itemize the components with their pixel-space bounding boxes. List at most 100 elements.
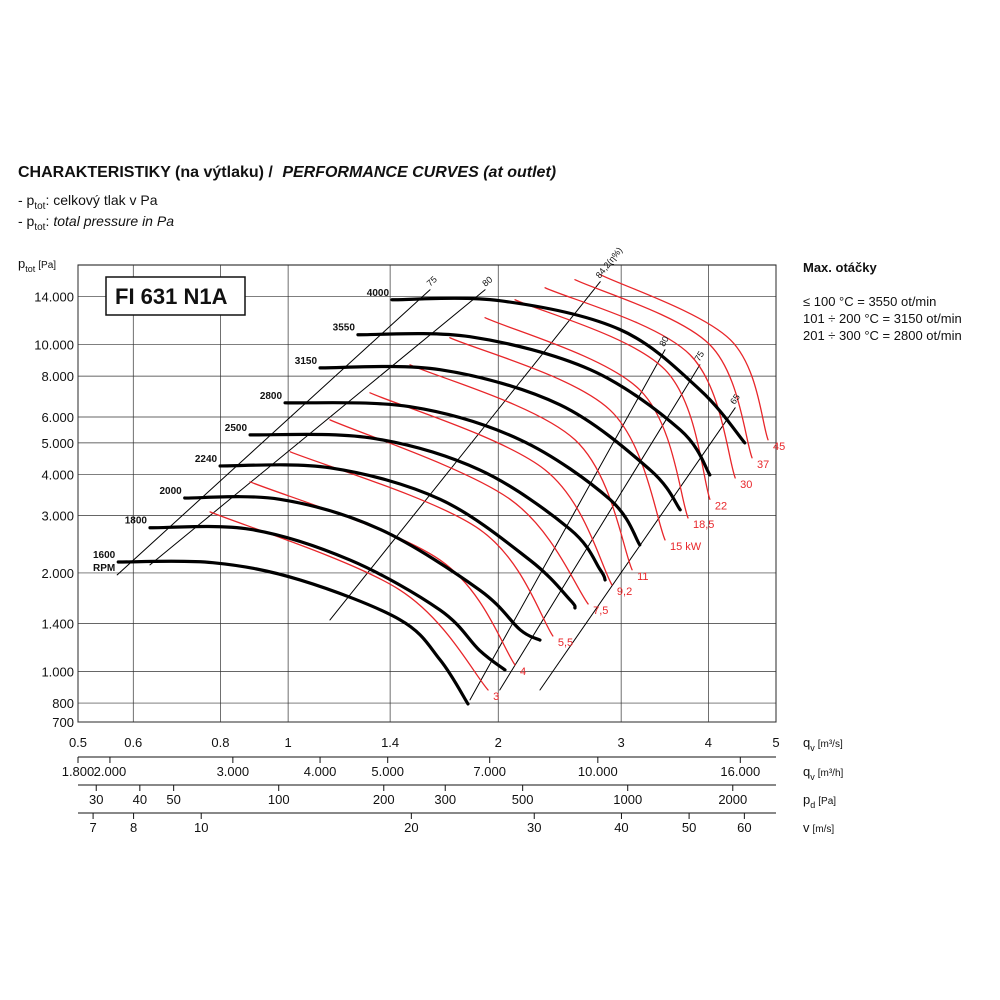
power-label: 30 bbox=[740, 479, 752, 491]
power-label: 3 bbox=[493, 691, 499, 703]
note: - ptot: total pressure in Pa bbox=[18, 213, 174, 233]
efficiency-label: 84,2(η%) bbox=[594, 245, 625, 280]
power-curve bbox=[574, 279, 753, 459]
axis-title: v [m/s] bbox=[803, 820, 834, 835]
power-curve bbox=[369, 392, 613, 586]
rpm-label: 2240 bbox=[195, 454, 218, 465]
x-tick-label: 10 bbox=[194, 820, 208, 835]
rpm-curve bbox=[390, 296, 747, 445]
x-tick-label: 7 bbox=[89, 820, 96, 835]
axis-title-unit: [m³/s] bbox=[818, 739, 843, 750]
x-tick-label: 0.8 bbox=[211, 735, 229, 750]
power-curve bbox=[209, 511, 489, 691]
x-tick-label: 4.000 bbox=[304, 764, 337, 779]
x-tick-label: 0.6 bbox=[124, 735, 142, 750]
rpm-curve bbox=[116, 559, 470, 706]
efficiency-line bbox=[539, 407, 736, 691]
x-tick-label: 30 bbox=[527, 820, 541, 835]
x-tick-label: 100 bbox=[268, 792, 290, 807]
x-tick-label: 40 bbox=[614, 820, 628, 835]
y-tick-label: 6.000 bbox=[41, 410, 74, 425]
note-sep: : bbox=[45, 213, 49, 229]
power-curve bbox=[449, 337, 666, 541]
axis-title-main: p bbox=[18, 256, 25, 271]
rpm-label: 3550 bbox=[333, 323, 356, 334]
power-curve bbox=[409, 364, 633, 571]
efficiency-label: 80 bbox=[480, 274, 494, 288]
power-curve bbox=[514, 299, 711, 500]
note-sub: tot bbox=[34, 222, 45, 233]
efficiency-label: 75 bbox=[425, 274, 439, 288]
axis-title: ptot [Pa] bbox=[18, 256, 56, 274]
side-title: Max. otáčky bbox=[803, 260, 877, 275]
efficiency-line bbox=[499, 364, 701, 691]
power-curve bbox=[544, 287, 736, 479]
power-curve bbox=[289, 451, 554, 637]
x-tick-label: 500 bbox=[512, 792, 534, 807]
x-tick-label: 2000 bbox=[718, 792, 747, 807]
x-tick-label: 3 bbox=[618, 735, 625, 750]
axis-title: pd [Pa] bbox=[803, 792, 836, 810]
power-curve bbox=[249, 481, 516, 666]
note-text: total pressure in Pa bbox=[53, 213, 174, 229]
axis-title-unit: [m/s] bbox=[813, 824, 835, 835]
power-label: 45 bbox=[773, 441, 785, 453]
note-text: : celkový tlak v Pa bbox=[45, 192, 157, 208]
power-label: 11 bbox=[637, 571, 648, 583]
rpm-label: 4000 bbox=[367, 288, 390, 299]
x-tick-label: 50 bbox=[166, 792, 180, 807]
x-tick-label: 1.4 bbox=[381, 735, 399, 750]
x-tick-label: 7.000 bbox=[473, 764, 506, 779]
axis-title-unit: [Pa] bbox=[818, 796, 836, 807]
x-tick-label: 1 bbox=[285, 735, 292, 750]
y-tick-label: 8.000 bbox=[41, 369, 74, 384]
axis-title-main: q bbox=[803, 735, 810, 750]
rpm-label: 1800 bbox=[125, 516, 148, 527]
power-label: 18,5 bbox=[693, 519, 714, 531]
efficiency-label: 75 bbox=[692, 349, 706, 363]
model-name: FI 631 N1A bbox=[115, 284, 228, 309]
x-tick-label: 10.000 bbox=[578, 764, 618, 779]
y-tick-label: 2.000 bbox=[41, 566, 74, 581]
power-label: 7,5 bbox=[593, 605, 608, 617]
x-tick-label: 20 bbox=[404, 820, 418, 835]
efficiency-line bbox=[329, 281, 601, 621]
power-label: 4 bbox=[520, 666, 526, 678]
x-tick-label: 16.000 bbox=[720, 764, 760, 779]
curve-layer bbox=[116, 274, 769, 706]
x-tick-label: 4 bbox=[705, 735, 712, 750]
axis-title-unit: [Pa] bbox=[38, 260, 56, 271]
y-tick-label: 1.000 bbox=[41, 664, 74, 679]
axis-title-main: v bbox=[803, 820, 810, 835]
rpm-label: 2800 bbox=[260, 391, 283, 402]
x-tick-label: 2.000 bbox=[94, 764, 127, 779]
x-tick-label: 5.000 bbox=[371, 764, 404, 779]
rpm-curve bbox=[248, 432, 607, 582]
rpm-curve bbox=[148, 524, 507, 672]
x-tick-label: 40 bbox=[133, 792, 147, 807]
rpm-curve bbox=[283, 401, 642, 547]
axis-title: qv [m³/s] bbox=[803, 735, 843, 753]
x-tick-label: 2 bbox=[495, 735, 502, 750]
note-prefix: - p bbox=[18, 192, 35, 208]
power-label: 22 bbox=[715, 500, 727, 512]
efficiency-line bbox=[149, 289, 486, 566]
power-label: 9,2 bbox=[617, 586, 632, 598]
rpm-label: 2500 bbox=[225, 423, 248, 434]
rpm-unit: RPM bbox=[93, 563, 115, 574]
rpm-curve bbox=[318, 364, 682, 512]
axis-title-sub: v bbox=[810, 743, 815, 753]
efficiency-label: 80 bbox=[657, 334, 671, 348]
axis-title-sub: tot bbox=[25, 264, 36, 274]
y-tick-label: 800 bbox=[52, 696, 74, 711]
x-tick-label: 8 bbox=[130, 820, 137, 835]
axis-title-sub: v bbox=[810, 772, 815, 782]
x-tick-label: 60 bbox=[737, 820, 751, 835]
power-label: 37 bbox=[757, 459, 769, 471]
rpm-curve bbox=[183, 495, 542, 642]
title-cz: CHARAKTERISTIKY (na výtlaku) / bbox=[18, 164, 273, 181]
rpm-label: 3150 bbox=[295, 356, 318, 367]
x-tick-label: 30 bbox=[89, 792, 103, 807]
